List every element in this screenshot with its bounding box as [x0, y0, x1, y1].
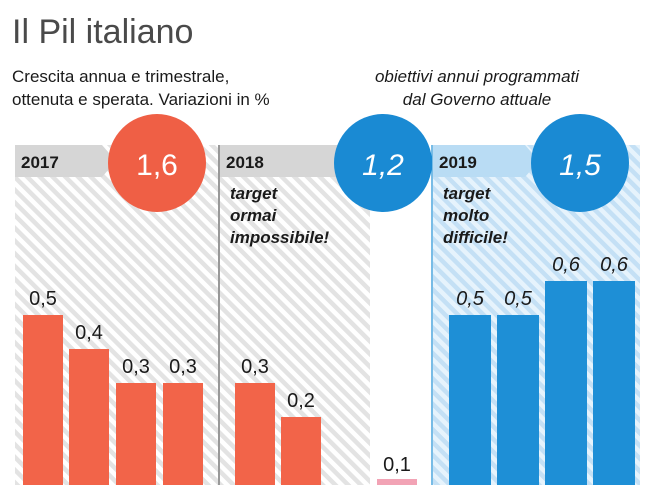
bar-2019-q2 [497, 315, 539, 485]
bar-label-2017-q1: 0,5 [29, 288, 57, 310]
annual-target-circle-2018 [334, 114, 432, 212]
bar-2017-q2 [69, 349, 109, 485]
annual-target-value-2019: 1,5 [559, 149, 601, 182]
bar-2019-q3 [545, 281, 587, 485]
year-label-2017: 2017 [21, 153, 59, 172]
bar-label-2017-q2: 0,4 [75, 322, 103, 344]
year-banner-2017 [15, 145, 116, 177]
annual-target-value-2017: 1,6 [136, 149, 178, 182]
bar-label-2018-q2: 0,2 [287, 390, 315, 412]
subtitle-line-2: ottenuta e sperata. Variazioni in % [12, 90, 270, 109]
annual-target-circle-2017 [108, 114, 206, 212]
group-2019: 2019 1,5 target molto difficile! 0,5 0,5 0,6 0,6 [433, 114, 635, 485]
year-label-2019: 2019 [439, 153, 477, 172]
bar-label-2019-q1: 0,5 [456, 288, 485, 310]
note-line-2018-2: ormai [230, 206, 278, 225]
bar-2017-q1 [23, 315, 63, 485]
year-banner-2018 [220, 145, 352, 177]
note-line-2019-1: target [443, 184, 492, 203]
note-line-2018-3: impossibile! [230, 228, 330, 247]
bar-label-2018-q1: 0,3 [241, 356, 269, 378]
bar-2019-q1 [449, 315, 491, 485]
bar-label-2019-q2: 0,5 [504, 288, 533, 310]
note-line-2018-1: target [230, 184, 279, 203]
bar-label-2018-q4: 0,1 [383, 454, 411, 476]
bar-2018-q2 [281, 417, 321, 485]
bar-2017-q4 [163, 383, 203, 485]
bar-2019-q4 [593, 281, 635, 485]
objectives-line-1: obiettivi annui programmati [375, 67, 580, 86]
chart-title: Il Pil italiano [12, 13, 193, 51]
bar-label-2017-q4: 0,3 [169, 356, 197, 378]
objectives-line-2: dal Governo attuale [403, 90, 551, 109]
group-2018: 2018 1,2 target ormai impossibile! 0,3 0,2 0,1 [220, 114, 432, 485]
group-2017: 2017 1,6 0,5 0,4 0,3 0,3 [15, 114, 206, 485]
bar-label-2019-q4: 0,6 [600, 254, 629, 276]
note-line-2019-3: difficile! [443, 228, 508, 247]
annual-target-value-2018: 1,2 [362, 149, 404, 182]
bar-2018-q4 [377, 479, 417, 485]
bar-label-2019-q3: 0,6 [552, 254, 581, 276]
note-line-2019-2: molto [443, 206, 489, 225]
annual-target-circle-2019 [531, 114, 629, 212]
subtitle-line-1: Crescita annua e trimestrale, [12, 67, 229, 86]
year-label-2018: 2018 [226, 153, 264, 172]
bar-label-2017-q3: 0,3 [122, 356, 150, 378]
bar-2017-q3 [116, 383, 156, 485]
bar-2018-q1 [235, 383, 275, 485]
year-banner-2019 [433, 145, 539, 177]
